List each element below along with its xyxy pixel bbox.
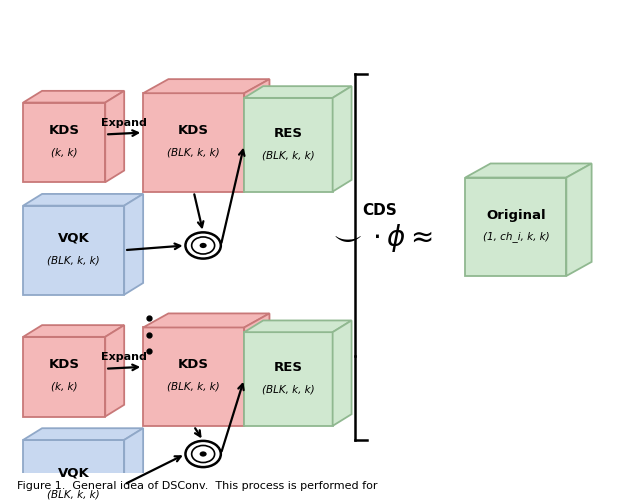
- Polygon shape: [23, 102, 105, 182]
- Polygon shape: [244, 79, 269, 192]
- Text: KDS: KDS: [49, 358, 79, 372]
- Polygon shape: [23, 325, 124, 337]
- Polygon shape: [333, 86, 351, 192]
- Polygon shape: [244, 314, 269, 426]
- Polygon shape: [244, 332, 333, 426]
- Text: KDS: KDS: [178, 124, 209, 137]
- Text: (BLK, k, k): (BLK, k, k): [47, 490, 100, 500]
- Text: CDS: CDS: [363, 203, 397, 218]
- Polygon shape: [333, 320, 351, 426]
- Text: VQK: VQK: [58, 232, 90, 245]
- Text: Original: Original: [486, 208, 546, 222]
- Polygon shape: [143, 328, 244, 426]
- Polygon shape: [143, 93, 244, 192]
- Polygon shape: [244, 320, 351, 332]
- Text: (k, k): (k, k): [51, 148, 77, 158]
- Text: $\smile \cdot \phi \approx$: $\smile \cdot \phi \approx$: [328, 222, 433, 254]
- Polygon shape: [244, 86, 351, 98]
- Circle shape: [186, 441, 221, 467]
- Polygon shape: [23, 428, 143, 440]
- Polygon shape: [23, 194, 143, 205]
- Text: KDS: KDS: [178, 358, 209, 372]
- Circle shape: [200, 243, 207, 248]
- Text: (BLK, k, k): (BLK, k, k): [47, 256, 100, 266]
- Polygon shape: [105, 91, 124, 182]
- Polygon shape: [465, 178, 566, 276]
- Circle shape: [200, 452, 207, 456]
- Polygon shape: [23, 206, 124, 294]
- Text: RES: RES: [274, 361, 303, 374]
- Text: (k, k): (k, k): [51, 382, 77, 392]
- Polygon shape: [23, 91, 124, 102]
- Text: (BLK, k, k): (BLK, k, k): [167, 382, 220, 392]
- Polygon shape: [23, 440, 124, 500]
- Text: (BLK, k, k): (BLK, k, k): [262, 150, 315, 160]
- Polygon shape: [124, 194, 143, 294]
- Text: RES: RES: [274, 126, 303, 140]
- Text: (BLK, k, k): (BLK, k, k): [167, 148, 220, 158]
- Polygon shape: [23, 337, 105, 416]
- Text: KDS: KDS: [49, 124, 79, 137]
- Polygon shape: [143, 314, 269, 328]
- Polygon shape: [143, 79, 269, 93]
- Text: (1, ch_i, k, k): (1, ch_i, k, k): [483, 232, 549, 242]
- Text: Expand: Expand: [101, 118, 147, 128]
- Polygon shape: [465, 164, 591, 177]
- Text: Expand: Expand: [101, 352, 147, 362]
- Polygon shape: [244, 98, 333, 192]
- Text: Figure 1.  General idea of DSConv.  This process is performed for: Figure 1. General idea of DSConv. This p…: [17, 482, 378, 492]
- Text: VQK: VQK: [58, 466, 90, 479]
- Text: (BLK, k, k): (BLK, k, k): [262, 384, 315, 394]
- Polygon shape: [124, 428, 143, 500]
- Polygon shape: [566, 164, 591, 276]
- Circle shape: [186, 232, 221, 258]
- Polygon shape: [105, 325, 124, 416]
